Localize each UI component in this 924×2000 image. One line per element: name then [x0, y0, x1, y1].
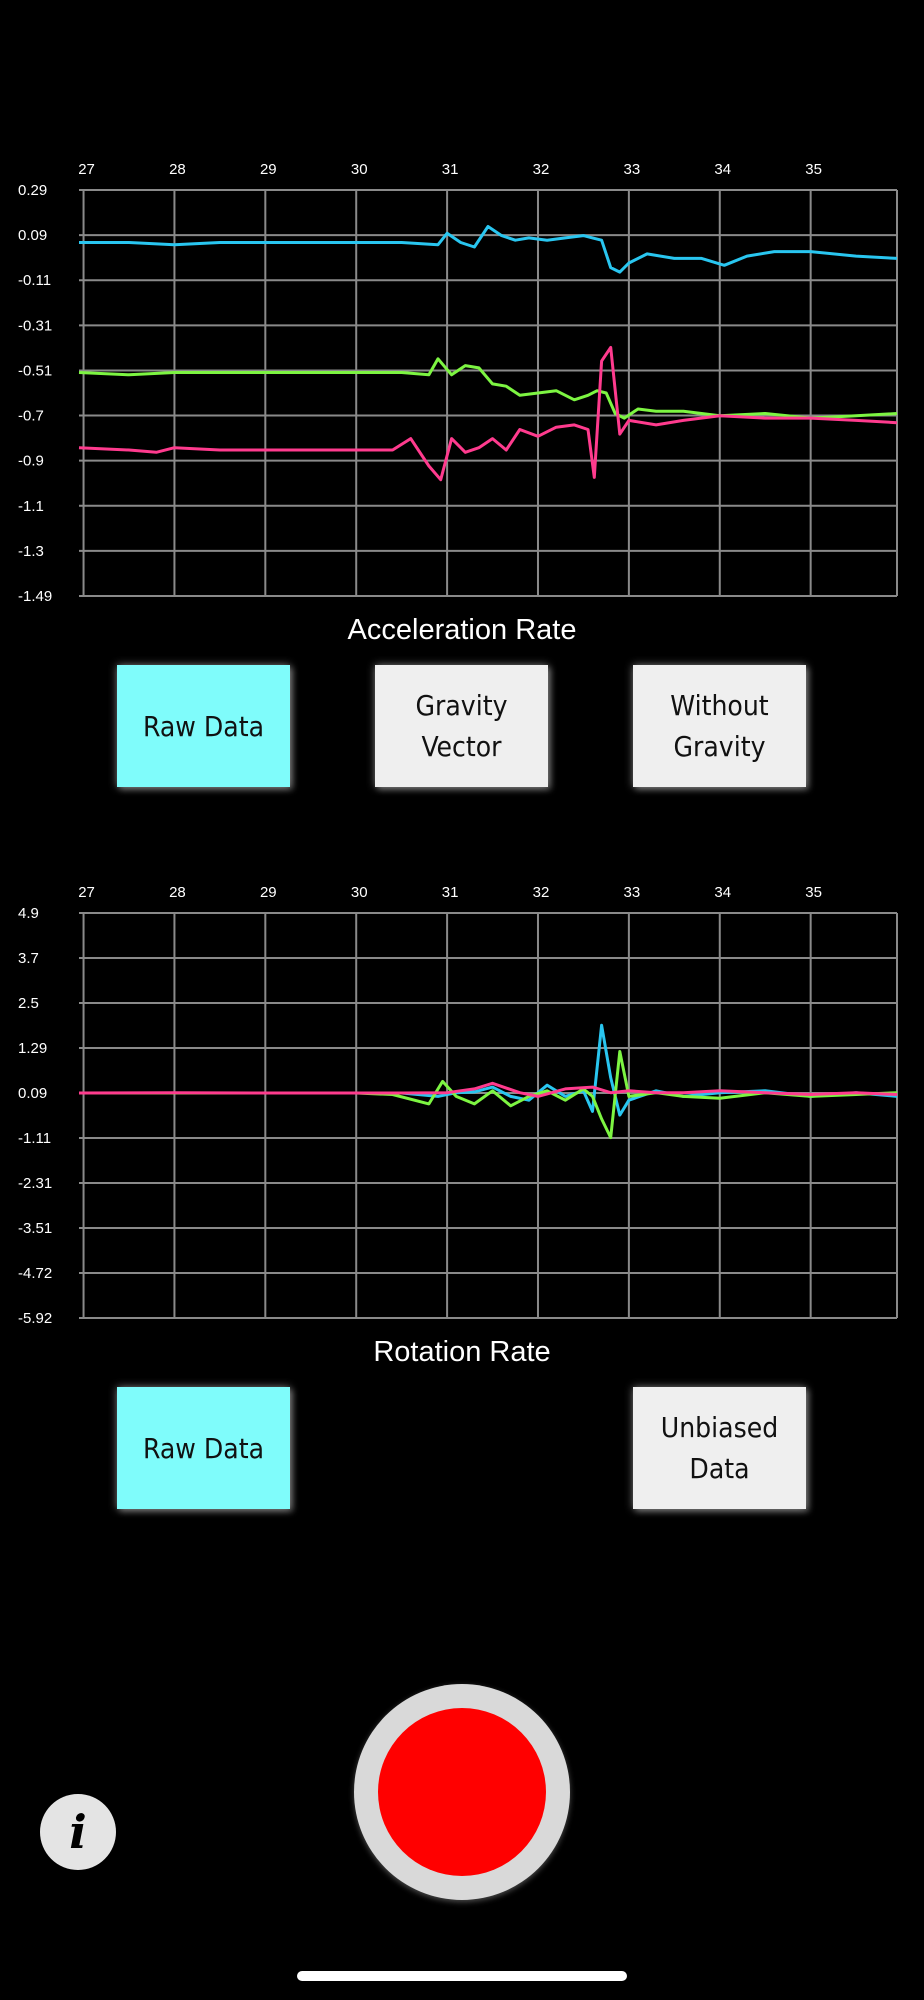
y-tick-label: 1.29: [18, 1040, 47, 1057]
without-gravity-button[interactable]: Without Gravity: [633, 665, 806, 787]
x-tick-label: 29: [260, 161, 277, 178]
unbiased-data-button[interactable]: Unbiased Data: [633, 1387, 806, 1509]
y-tick-label: -1.11: [18, 1130, 51, 1147]
y-tick-label: -5.92: [18, 1310, 52, 1327]
acceleration-chart: 0.29 0.09 -0.11 -0.31 -0.51 -0.7 -0.9 -1.1 -1.3 -…: [18, 161, 898, 605]
x-tick-label: 27: [78, 884, 95, 901]
x-tick-label: 35: [805, 884, 822, 901]
y-tick-label: 2.5: [18, 995, 39, 1012]
x-tick-label: 32: [533, 884, 550, 901]
series-line-1: [79, 225, 898, 274]
y-tick-label: -0.51: [18, 362, 52, 379]
x-tick-label: 30: [351, 884, 368, 901]
x-tick-label: 31: [442, 884, 459, 901]
series-line-3: [78, 1081, 898, 1098]
x-tick-label: 31: [442, 161, 459, 178]
x-tick-label: 35: [805, 161, 822, 178]
x-tick-label: 32: [533, 161, 550, 178]
x-tick-label: 34: [714, 161, 731, 178]
y-tick-label: -1.1: [18, 498, 44, 515]
y-tick-label: -2.31: [18, 1175, 52, 1192]
y-tick-label: -0.31: [18, 317, 52, 334]
x-tick-label: 29: [260, 884, 277, 901]
gravity-vector-button[interactable]: Gravity Vector: [375, 665, 548, 787]
series-line-2: [78, 357, 898, 420]
series-line-3: [78, 345, 898, 482]
x-tick-label: 30: [351, 161, 368, 178]
y-tick-label: 0.09: [18, 1085, 47, 1102]
accel-raw-data-button[interactable]: Raw Data: [117, 665, 290, 787]
y-tick-label: -4.72: [18, 1265, 52, 1282]
series-line-2: [79, 1050, 898, 1140]
y-tick-label: -0.7: [18, 408, 44, 425]
y-tick-label: -0.11: [18, 272, 51, 289]
y-tick-label: -3.51: [18, 1220, 52, 1237]
rotation-raw-data-button[interactable]: Raw Data: [117, 1387, 290, 1509]
info-button[interactable]: i: [40, 1794, 116, 1870]
y-tick-label: -1.3: [18, 543, 44, 560]
rotation-chart: 4.9 3.7 2.5 1.29 0.09 -1.11 -2.31 -3.51 -4.72 -5.…: [18, 884, 898, 1327]
x-tick-label: 27: [78, 161, 95, 178]
record-icon: [378, 1708, 546, 1876]
y-tick-label: -1.49: [18, 588, 52, 605]
y-tick-label: 0.09: [18, 227, 47, 244]
y-tick-label: 3.7: [18, 950, 39, 967]
y-tick-label: 0.29: [18, 182, 47, 199]
y-tick-label: -0.9: [18, 453, 44, 470]
x-tick-label: 33: [624, 161, 641, 178]
acceleration-chart-title: Acceleration Rate: [347, 614, 577, 646]
x-tick-label: 34: [714, 884, 731, 901]
x-tick-label: 33: [624, 884, 641, 901]
home-indicator: [297, 1971, 627, 1981]
record-button[interactable]: [354, 1684, 570, 1900]
rotation-chart-title: Rotation Rate: [373, 1336, 551, 1368]
y-tick-label: 4.9: [18, 905, 39, 922]
series-line-1: [79, 1023, 898, 1117]
info-icon: i: [69, 1805, 87, 1859]
x-tick-label: 28: [169, 884, 186, 901]
x-tick-label: 28: [169, 161, 186, 178]
